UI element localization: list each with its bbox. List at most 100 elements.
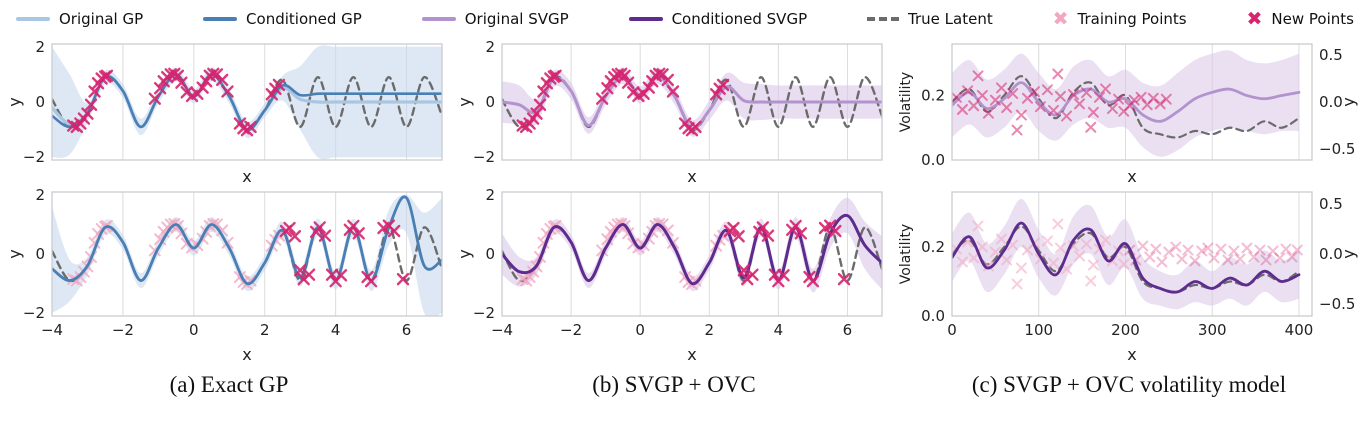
axis-text: 300 <box>1198 321 1227 339</box>
new-points <box>67 67 286 137</box>
chart-svg-b-top: −2 0 2 x y <box>455 38 883 186</box>
x-marker-icon <box>595 92 609 105</box>
legend-item-conditioned-svgp: Conditioned SVGP <box>628 10 808 28</box>
axis-text: 2 <box>35 38 45 56</box>
legend-line-sample <box>16 17 50 21</box>
legend-item-true-latent: True Latent <box>867 10 993 28</box>
x-marker-icon <box>352 227 365 240</box>
x-marker-icon <box>364 274 378 288</box>
x-marker-icon <box>618 69 631 82</box>
x-marker-icon <box>794 227 808 240</box>
axis-text: x <box>242 345 251 364</box>
chart-svg-a-top: −2 0 2 x y <box>5 38 443 186</box>
axis-text: 0.0 <box>921 307 945 325</box>
axis-text: 0 <box>485 245 495 263</box>
x-marker-icon <box>1248 251 1260 263</box>
x-marker-icon <box>313 221 326 234</box>
legend-label: Original SVGP <box>464 10 569 28</box>
axis-text: 4 <box>774 321 784 339</box>
x-marker-icon <box>1260 254 1272 266</box>
conditioned-svgp-mean <box>952 221 1301 294</box>
x-marker-icon <box>1028 86 1040 98</box>
subplot-grid: −2 0 2 x y −2 0 2 −4 −2 0 2 4 6 x y (a) Exact GP −2 0 2 x… <box>5 36 1364 397</box>
x-marker-icon <box>995 82 1007 94</box>
x-marker-icon <box>601 233 614 246</box>
caption-a: (a) Exact GP <box>169 372 289 397</box>
x-marker-icon <box>972 70 984 82</box>
x-marker-icon <box>1128 94 1140 106</box>
x-marker-icon <box>716 78 730 92</box>
x-marker-icon <box>153 81 167 95</box>
x-marker-icon <box>81 107 94 120</box>
x-marker-icon <box>1202 242 1214 254</box>
x-marker-icon <box>806 274 820 288</box>
chart-svg-c-bottom: 0.0 0.2 −0.5 0.0 0.5 0 100 200 300 400 x Volatility… <box>898 191 1358 364</box>
x-marker-icon <box>1054 242 1066 254</box>
plot-border <box>501 43 883 161</box>
x-marker-icon <box>1241 242 1253 254</box>
axis-text: 0.0 <box>1319 93 1343 111</box>
axis-text: 0 <box>485 93 495 111</box>
x-marker-icon <box>652 67 666 81</box>
axis-text: 0 <box>189 321 199 339</box>
axis-text: 0 <box>35 245 45 263</box>
axis-text: 2 <box>35 188 45 204</box>
legend: Original GP Conditioned GP Original SVGP Co… <box>6 2 1364 36</box>
x-marker-icon <box>972 220 984 232</box>
panel-a-top: −2 0 2 x y <box>5 36 452 188</box>
x-marker-icon <box>642 81 656 94</box>
axis-text: 2 <box>485 188 495 204</box>
new-points <box>1124 240 1303 268</box>
x-marker-icon <box>1093 91 1105 103</box>
x-marker-icon <box>1001 254 1013 266</box>
x-marker-icon <box>1267 245 1279 257</box>
x-marker-icon <box>621 76 635 89</box>
x-marker-icon <box>1074 98 1086 110</box>
x-marker-icon <box>293 264 307 277</box>
caption-b: (b) SVGP + OVC <box>592 372 756 397</box>
x-marker-icon <box>396 272 410 286</box>
x-marker-icon <box>1087 106 1099 118</box>
x-marker-icon: ✖ <box>1052 7 1069 30</box>
axis-text: −2 <box>473 148 495 166</box>
axis-text: −2 <box>473 304 495 322</box>
legend-label: Conditioned SVGP <box>671 10 808 28</box>
x-marker-icon <box>1015 109 1027 121</box>
x-marker-icon <box>1015 262 1027 274</box>
x-marker-icon <box>1254 244 1266 256</box>
x-marker-icon <box>1007 88 1019 100</box>
x-marker-icon <box>283 221 296 235</box>
plot-area <box>52 194 442 316</box>
training-points <box>952 218 1130 290</box>
x-marker-icon <box>1052 218 1064 230</box>
axis-labels: −2 0 2 x y <box>5 38 252 186</box>
axis-text: 6 <box>843 321 853 339</box>
x-marker-icon <box>689 120 702 134</box>
x-marker-icon <box>746 268 759 281</box>
conditioned-svgp-band <box>952 198 1299 310</box>
x-marker-icon <box>1156 256 1168 268</box>
column-volatility: 0.0 0.2 −0.5 0.0 0.5 x Volatility y 0.0 0.2 −0.5 0… <box>896 36 1362 397</box>
x-marker-icon <box>347 219 360 233</box>
x-marker-icon <box>1208 252 1220 264</box>
axis-text: y <box>456 97 474 106</box>
x-marker-icon <box>1182 244 1194 256</box>
x-marker-icon <box>1011 124 1023 136</box>
x-marker-icon <box>1286 251 1298 263</box>
x-marker-icon <box>1196 245 1208 257</box>
legend-item-training-points: ✖ Training Points <box>1052 7 1187 30</box>
legend-label: New Points <box>1271 10 1354 28</box>
column-svgp-ovc: −2 0 2 x y −2 0 2 −4 −2 0 2 4 6 x y (b) SVGP + OVC <box>455 36 892 397</box>
x-marker-icon <box>982 260 994 272</box>
x-marker-icon <box>1291 244 1303 256</box>
panel-b-bottom: −2 0 2 −4 −2 0 2 4 6 x y <box>455 186 892 366</box>
axis-text: x <box>242 167 251 186</box>
axis-text: 0 <box>635 321 645 339</box>
x-marker-icon <box>516 273 529 286</box>
x-marker-icon <box>989 246 1001 258</box>
legend-line-sample <box>421 17 456 21</box>
x-marker-icon <box>968 252 980 264</box>
legend-item-new-points: ✖ New Points <box>1246 9 1354 29</box>
x-marker-icon <box>1080 238 1092 250</box>
new-points <box>952 68 1172 136</box>
